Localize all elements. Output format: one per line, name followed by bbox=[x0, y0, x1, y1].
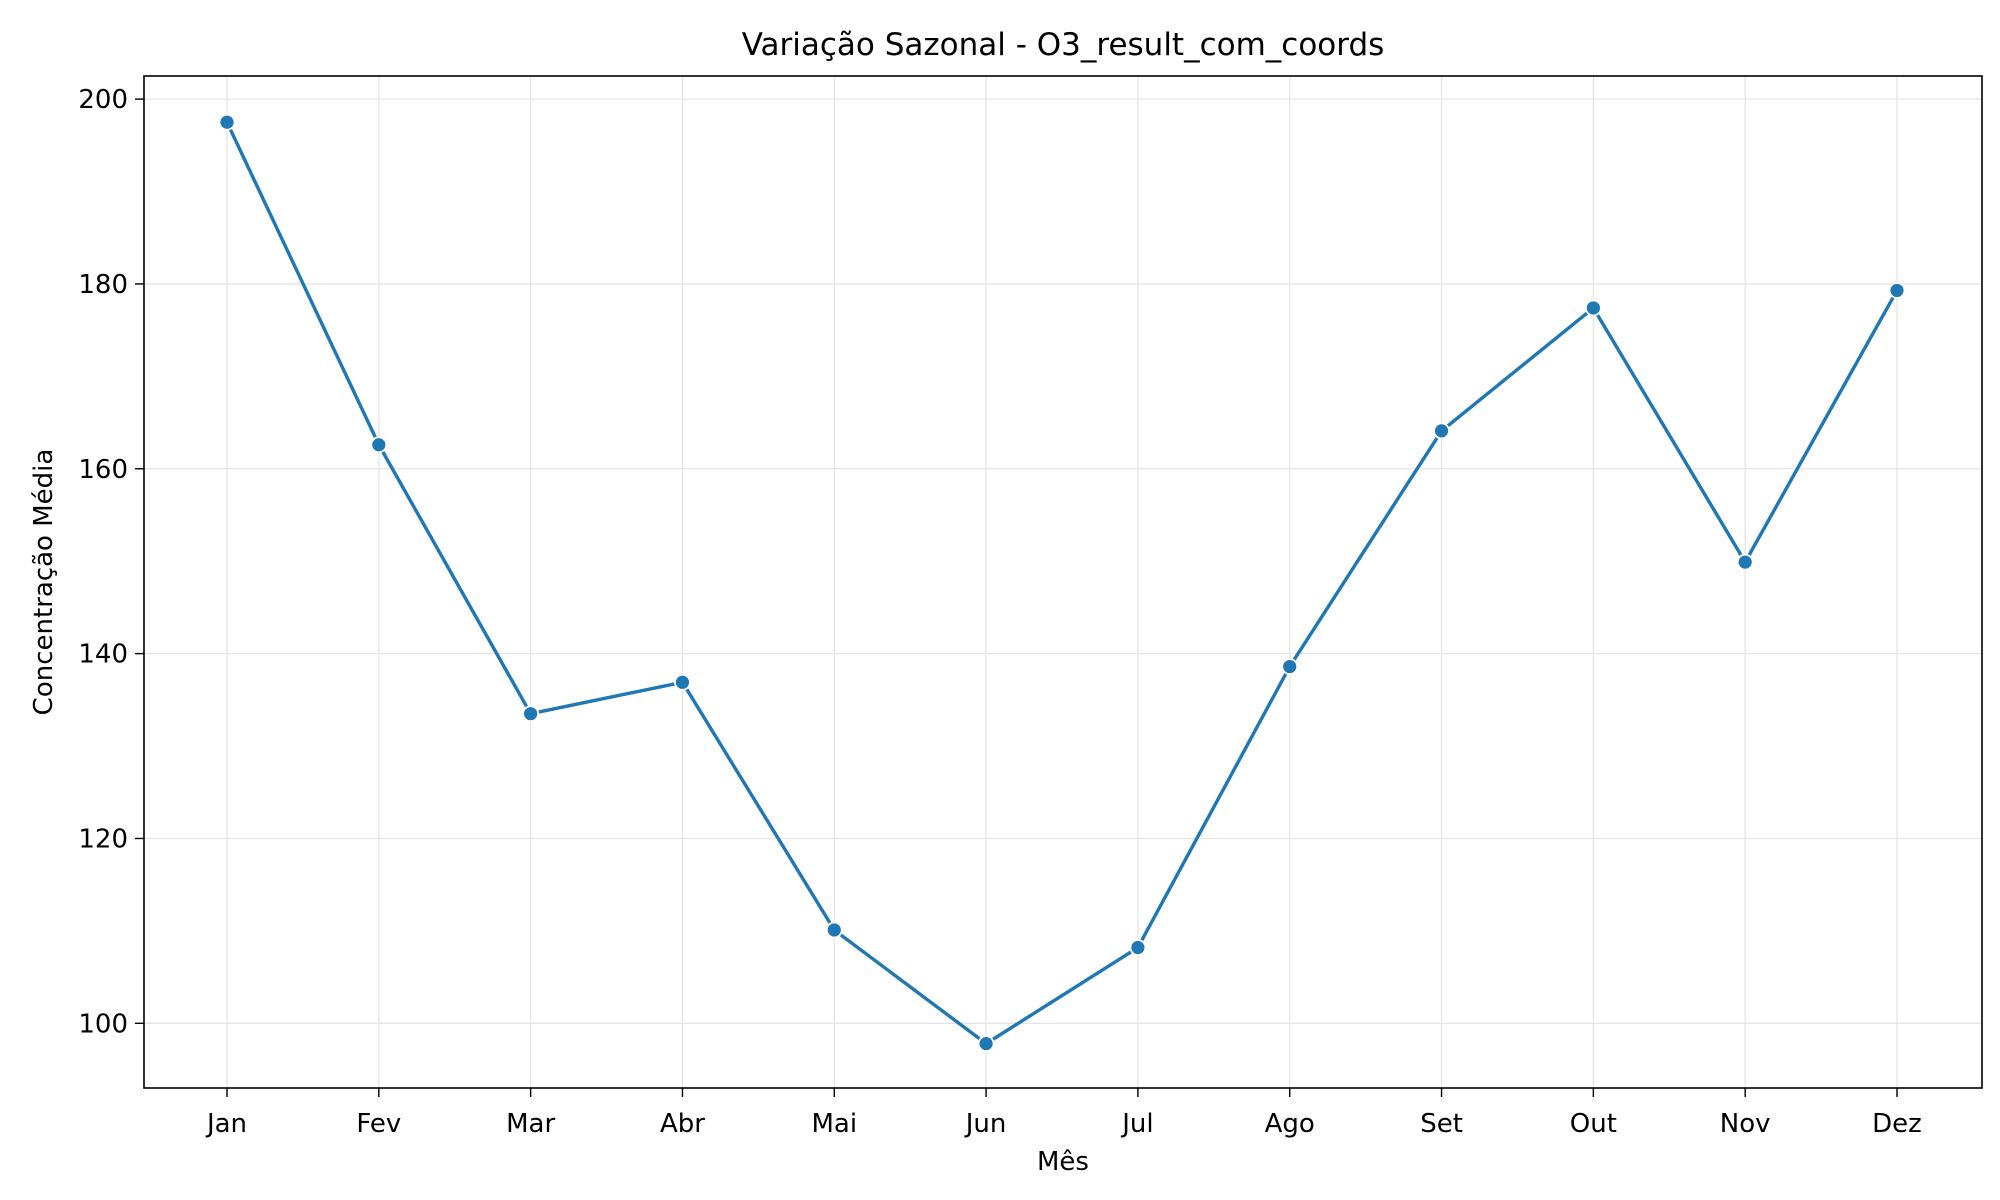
x-tick-label: Jun bbox=[964, 1109, 1007, 1139]
y-tick-label: 200 bbox=[78, 85, 128, 115]
x-axis-label: Mês bbox=[1037, 1147, 1089, 1177]
y-tick-label: 120 bbox=[78, 824, 128, 854]
grid-layer bbox=[144, 76, 1982, 1088]
x-tick-label: Nov bbox=[1720, 1109, 1771, 1139]
x-tick-label: Mar bbox=[506, 1109, 555, 1139]
x-tick-label: Ago bbox=[1265, 1109, 1315, 1139]
x-tick-label: Fev bbox=[356, 1109, 401, 1139]
data-point bbox=[1433, 422, 1450, 440]
data-point bbox=[1736, 553, 1754, 571]
data-point bbox=[674, 673, 691, 691]
x-tick-label: Abr bbox=[660, 1109, 705, 1139]
y-tick-label: 100 bbox=[78, 1009, 128, 1039]
y-tick-label: 160 bbox=[78, 455, 128, 485]
data-point bbox=[1281, 658, 1299, 675]
chart-title: Variação Sazonal - O3_result_com_coords bbox=[742, 27, 1385, 63]
x-tick-label: Dez bbox=[1872, 1109, 1922, 1139]
data-point bbox=[1888, 282, 1906, 299]
data-point bbox=[370, 436, 388, 454]
y-axis-label: Concentração Média bbox=[29, 449, 59, 716]
y-tick-label: 180 bbox=[78, 270, 128, 300]
x-tick-label: Jan bbox=[205, 1109, 247, 1139]
data-point bbox=[1584, 299, 1602, 317]
data-point bbox=[977, 1035, 995, 1053]
plot-area-frame bbox=[143, 75, 1983, 1089]
data-point bbox=[825, 921, 843, 939]
data-point bbox=[522, 705, 540, 723]
x-tick-label: Mai bbox=[811, 1109, 857, 1139]
data-point bbox=[218, 113, 236, 131]
x-tick-label: Jul bbox=[1120, 1109, 1153, 1139]
y-tick-label: 140 bbox=[78, 640, 128, 670]
x-tick-label: Set bbox=[1420, 1109, 1463, 1139]
data-point bbox=[1129, 939, 1147, 956]
x-tick-label: Out bbox=[1570, 1109, 1617, 1139]
series-layer bbox=[218, 113, 1906, 1053]
ticks-layer: Jan Fev Mar Abr Mai Jun Jul Ago Set Out Nov Dez 100 1… bbox=[78, 85, 1921, 1139]
series-line bbox=[225, 120, 1899, 1046]
